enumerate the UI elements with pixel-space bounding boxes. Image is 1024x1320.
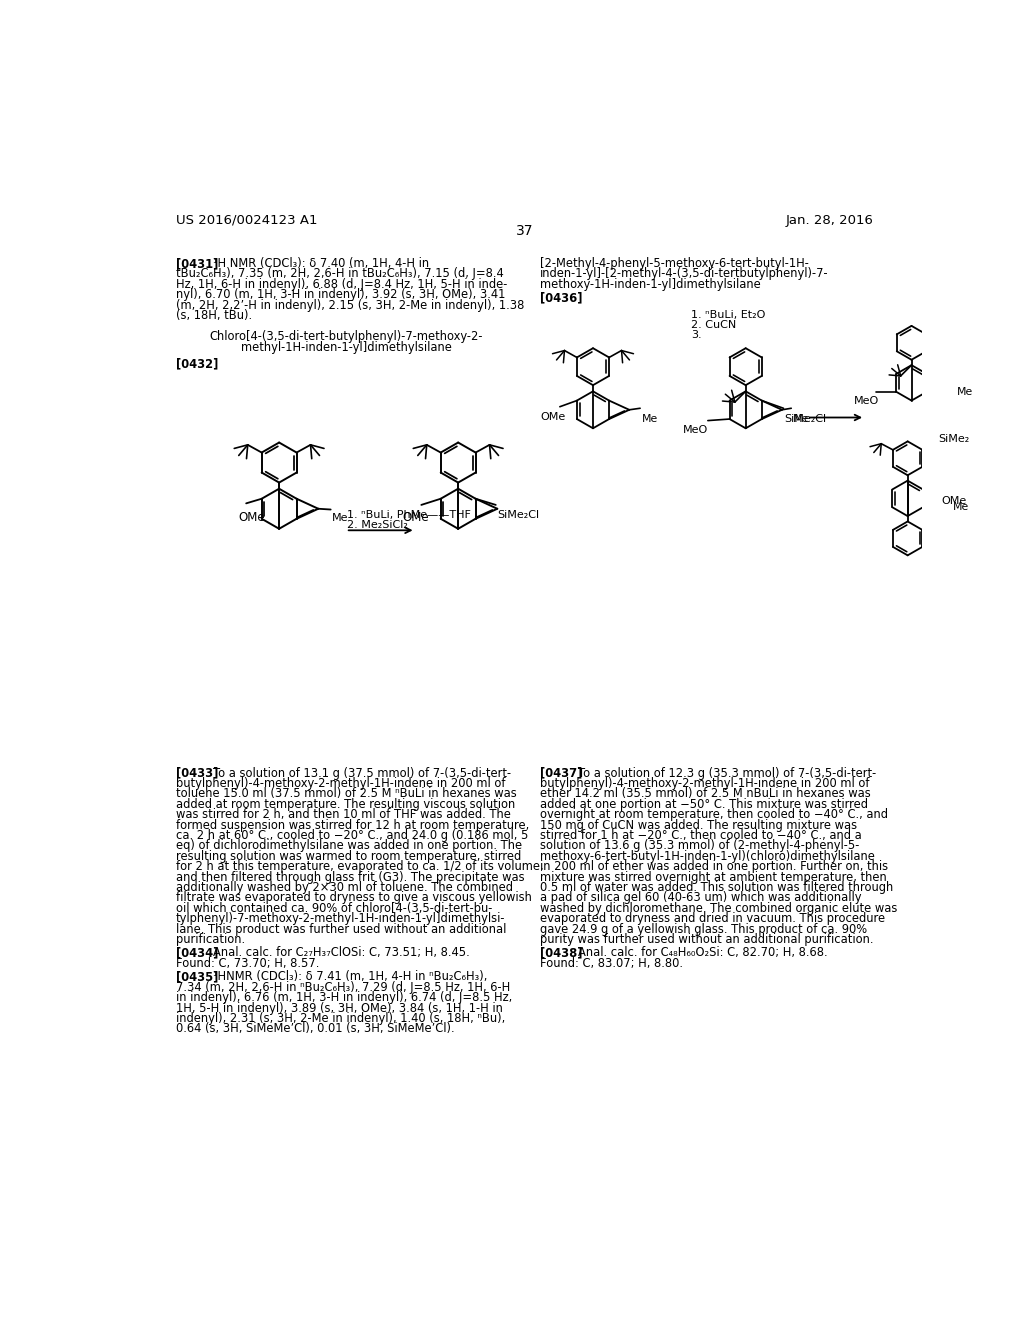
Text: methoxy-6-tert-butyl-1H-inden-1-yl)(chloro)dimethylsilane: methoxy-6-tert-butyl-1H-inden-1-yl)(chlo… — [541, 850, 876, 863]
Text: 0.64 (s, 3H, SiMeMe’Cl), 0.01 (s, 3H, SiMeMe’Cl).: 0.64 (s, 3H, SiMeMe’Cl), 0.01 (s, 3H, Si… — [176, 1022, 455, 1035]
Text: SiMe₂: SiMe₂ — [938, 434, 970, 444]
Text: washed by dichloromethane. The combined organic elute was: washed by dichloromethane. The combined … — [541, 902, 898, 915]
Text: indenyl), 2.31 (s, 3H, 2-Me in indenyl), 1.40 (s, 18H, ⁿBu),: indenyl), 2.31 (s, 3H, 2-Me in indenyl),… — [176, 1012, 505, 1024]
Text: ether 14.2 ml (35.5 mmol) of 2.5 M nBuLi in hexanes was: ether 14.2 ml (35.5 mmol) of 2.5 M nBuLi… — [541, 788, 871, 800]
Text: for 2 h at this temperature, evaporated to ca. 1/2 of its volume,: for 2 h at this temperature, evaporated … — [176, 861, 544, 874]
Text: Found: C, 73.70; H, 8.57.: Found: C, 73.70; H, 8.57. — [176, 957, 319, 970]
Text: formed suspension was stirred for 12 h at room temperature,: formed suspension was stirred for 12 h a… — [176, 818, 529, 832]
Text: 37: 37 — [516, 224, 534, 238]
Text: in indenyl), 6.76 (m, 1H, 3-H in indenyl), 6.74 (d, J=8.5 Hz,: in indenyl), 6.76 (m, 1H, 3-H in indenyl… — [176, 991, 512, 1005]
Text: [0437]: [0437] — [541, 767, 583, 780]
Text: OMe: OMe — [402, 511, 429, 524]
Text: (s, 18H, tBu).: (s, 18H, tBu). — [176, 309, 252, 322]
Text: [0435]: [0435] — [176, 970, 218, 983]
Text: [0438]: [0438] — [541, 946, 583, 960]
Text: overnight at room temperature, then cooled to −40° C., and: overnight at room temperature, then cool… — [541, 808, 888, 821]
Text: Chloro[4-(3,5-di-tert-butylphenyl)-7-methoxy-2-: Chloro[4-(3,5-di-tert-butylphenyl)-7-met… — [210, 330, 483, 343]
Text: solution of 13.6 g (35.3 mmol) of (2-methyl-4-phenyl-5-: solution of 13.6 g (35.3 mmol) of (2-met… — [541, 840, 860, 853]
Text: 0.5 ml of water was added. This solution was filtered through: 0.5 ml of water was added. This solution… — [541, 880, 894, 894]
Text: methoxy-1H-inden-1-yl]dimethylsilane: methoxy-1H-inden-1-yl]dimethylsilane — [541, 277, 761, 290]
Text: butylphenyl)-4-methoxy-2-methyl-1H-indene in 200 ml of: butylphenyl)-4-methoxy-2-methyl-1H-inden… — [176, 777, 506, 791]
Text: inden-1-yl]-[2-methyl-4-(3,5-di-tertbutylphenyl)-7-: inden-1-yl]-[2-methyl-4-(3,5-di-tertbuty… — [541, 268, 828, 280]
Text: tBu₂C₆H₃), 7.35 (m, 2H, 2,6-H in tBu₂C₆H₃), 7.15 (d, J=8.4: tBu₂C₆H₃), 7.35 (m, 2H, 2,6-H in tBu₂C₆H… — [176, 268, 504, 280]
Text: OMe: OMe — [239, 511, 265, 524]
Text: SiMe₂Cl: SiMe₂Cl — [784, 414, 826, 425]
Text: To a solution of 13.1 g (37.5 mmol) of 7-(3,5-di-tert-: To a solution of 13.1 g (37.5 mmol) of 7… — [213, 767, 511, 780]
Text: ¹H NMR (CDCl₃): δ 7.40 (m, 1H, 4-H in: ¹H NMR (CDCl₃): δ 7.40 (m, 1H, 4-H in — [213, 257, 429, 271]
Text: [0434]: [0434] — [176, 946, 218, 960]
Text: added at one portion at −50° C. This mixture was stirred: added at one portion at −50° C. This mix… — [541, 797, 868, 810]
Text: Anal. calc. for C₂₇H₃₇ClOSi: C, 73.51; H, 8.45.: Anal. calc. for C₂₇H₃₇ClOSi: C, 73.51; H… — [213, 946, 470, 960]
Text: Hz, 1H, 6-H in indenyl), 6.88 (d, J=8.4 Hz, 1H, 5-H in inde-: Hz, 1H, 6-H in indenyl), 6.88 (d, J=8.4 … — [176, 277, 508, 290]
Text: US 2016/0024123 A1: US 2016/0024123 A1 — [176, 214, 317, 227]
Text: eq) of dichlorodimethylsilane was added in one portion. The: eq) of dichlorodimethylsilane was added … — [176, 840, 522, 853]
Text: Me: Me — [793, 413, 809, 424]
Text: a pad of silica gel 60 (40-63 um) which was additionally: a pad of silica gel 60 (40-63 um) which … — [541, 891, 862, 904]
Text: 2. CuCN: 2. CuCN — [691, 321, 736, 330]
Text: added at room temperature. The resulting viscous solution: added at room temperature. The resulting… — [176, 797, 515, 810]
Text: [0433]: [0433] — [176, 767, 218, 780]
Text: MeO: MeO — [853, 396, 879, 407]
Text: Me: Me — [953, 502, 970, 512]
Text: [0432]: [0432] — [176, 358, 218, 370]
Text: Me: Me — [332, 513, 349, 523]
Text: Found: C, 83.07; H, 8.80.: Found: C, 83.07; H, 8.80. — [541, 957, 683, 970]
Text: evaporated to dryness and dried in vacuum. This procedure: evaporated to dryness and dried in vacuu… — [541, 912, 886, 925]
Text: OMe: OMe — [942, 496, 967, 507]
Text: mixture was stirred overnight at ambient temperature, then: mixture was stirred overnight at ambient… — [541, 871, 887, 883]
Text: in 200 ml of ether was added in one portion. Further on, this: in 200 ml of ether was added in one port… — [541, 861, 889, 874]
Text: gave 24.9 g of a yellowish glass. This product of ca. 90%: gave 24.9 g of a yellowish glass. This p… — [541, 923, 867, 936]
Text: butylphenyl)-4-methoxy-2-methyl-1H-indene in 200 ml of: butylphenyl)-4-methoxy-2-methyl-1H-inden… — [541, 777, 869, 791]
Text: oil which contained ca. 90% of chloro[4-(3,5-di-tert-bu-: oil which contained ca. 90% of chloro[4-… — [176, 902, 493, 915]
Text: Jan. 28, 2016: Jan. 28, 2016 — [785, 214, 873, 227]
Text: 2. Me₂SiCl₂: 2. Me₂SiCl₂ — [347, 520, 409, 531]
Text: additionally washed by 2×30 ml of toluene. The combined: additionally washed by 2×30 ml of toluen… — [176, 880, 513, 894]
Text: 1H, 5-H in indenyl), 3.89 (s, 3H, OMe), 3.84 (s, 1H, 1-H in: 1H, 5-H in indenyl), 3.89 (s, 3H, OMe), … — [176, 1002, 503, 1015]
Text: Anal. calc. for C₄₈H₆₀O₂Si: C, 82.70; H, 8.68.: Anal. calc. for C₄₈H₆₀O₂Si: C, 82.70; H,… — [578, 946, 827, 960]
Text: purification.: purification. — [176, 933, 245, 946]
Text: methyl-1H-inden-1-yl]dimethylsilane: methyl-1H-inden-1-yl]dimethylsilane — [241, 341, 452, 354]
Text: 150 mg of CuCN was added. The resulting mixture was: 150 mg of CuCN was added. The resulting … — [541, 818, 857, 832]
Text: resulting solution was warmed to room temperature, stirred: resulting solution was warmed to room te… — [176, 850, 521, 863]
Text: purity was further used without an additional purification.: purity was further used without an addit… — [541, 933, 873, 946]
Text: stirred for 1 h at −20° C., then cooled to −40° C., and a: stirred for 1 h at −20° C., then cooled … — [541, 829, 862, 842]
Text: OMe: OMe — [541, 412, 565, 422]
Text: tylphenyl)-7-methoxy-2-methyl-1H-inden-1-yl]dimethylsi-: tylphenyl)-7-methoxy-2-methyl-1H-inden-1… — [176, 912, 506, 925]
Text: [0431]: [0431] — [176, 257, 218, 271]
Text: filtrate was evaporated to dryness to give a viscous yellowish: filtrate was evaporated to dryness to gi… — [176, 891, 531, 904]
Text: To a solution of 12.3 g (35.3 mmol) of 7-(3,5-di-tert-: To a solution of 12.3 g (35.3 mmol) of 7… — [578, 767, 876, 780]
Text: was stirred for 2 h, and then 10 ml of THF was added. The: was stirred for 2 h, and then 10 ml of T… — [176, 808, 511, 821]
Text: ¹HNMR (CDCl₃): δ 7.41 (m, 1H, 4-H in ⁿBu₂C₆H₃),: ¹HNMR (CDCl₃): δ 7.41 (m, 1H, 4-H in ⁿBu… — [213, 970, 487, 983]
Text: nyl), 6.70 (m, 1H, 3-H in indenyl), 3.92 (s, 3H, OMe), 3.41: nyl), 6.70 (m, 1H, 3-H in indenyl), 3.92… — [176, 288, 506, 301]
Text: and then filtered through glass frit (G3). The precipitate was: and then filtered through glass frit (G3… — [176, 871, 524, 883]
Text: MeO: MeO — [683, 425, 709, 436]
Text: Me: Me — [957, 387, 974, 397]
Text: [0436]: [0436] — [541, 292, 583, 304]
Text: 7.34 (m, 2H, 2,6-H in ⁿBu₂C₆H₃), 7.29 (d, J=8.5 Hz, 1H, 6-H: 7.34 (m, 2H, 2,6-H in ⁿBu₂C₆H₃), 7.29 (d… — [176, 981, 510, 994]
Text: toluene 15.0 ml (37.5 mmol) of 2.5 M ⁿBuLi in hexanes was: toluene 15.0 ml (37.5 mmol) of 2.5 M ⁿBu… — [176, 788, 517, 800]
Text: (m, 2H, 2,2’-H in indenyl), 2.15 (s, 3H, 2-Me in indenyl), 1.38: (m, 2H, 2,2’-H in indenyl), 2.15 (s, 3H,… — [176, 298, 524, 312]
Text: 1. ⁿBuLi, Et₂O: 1. ⁿBuLi, Et₂O — [691, 310, 766, 319]
Text: Me: Me — [642, 413, 657, 424]
Text: 1. ⁿBuLi, PhMe——THF: 1. ⁿBuLi, PhMe——THF — [347, 511, 471, 520]
Text: [2-Methyl-4-phenyl-5-methoxy-6-tert-butyl-1H-: [2-Methyl-4-phenyl-5-methoxy-6-tert-buty… — [541, 257, 809, 271]
Text: ca. 2 h at 60° C., cooled to −20° C., and 24.0 g (0.186 mol, 5: ca. 2 h at 60° C., cooled to −20° C., an… — [176, 829, 528, 842]
Text: lane. This product was further used without an additional: lane. This product was further used with… — [176, 923, 507, 936]
Text: 3.: 3. — [691, 330, 702, 341]
Text: SiMe₂Cl: SiMe₂Cl — [498, 510, 540, 520]
